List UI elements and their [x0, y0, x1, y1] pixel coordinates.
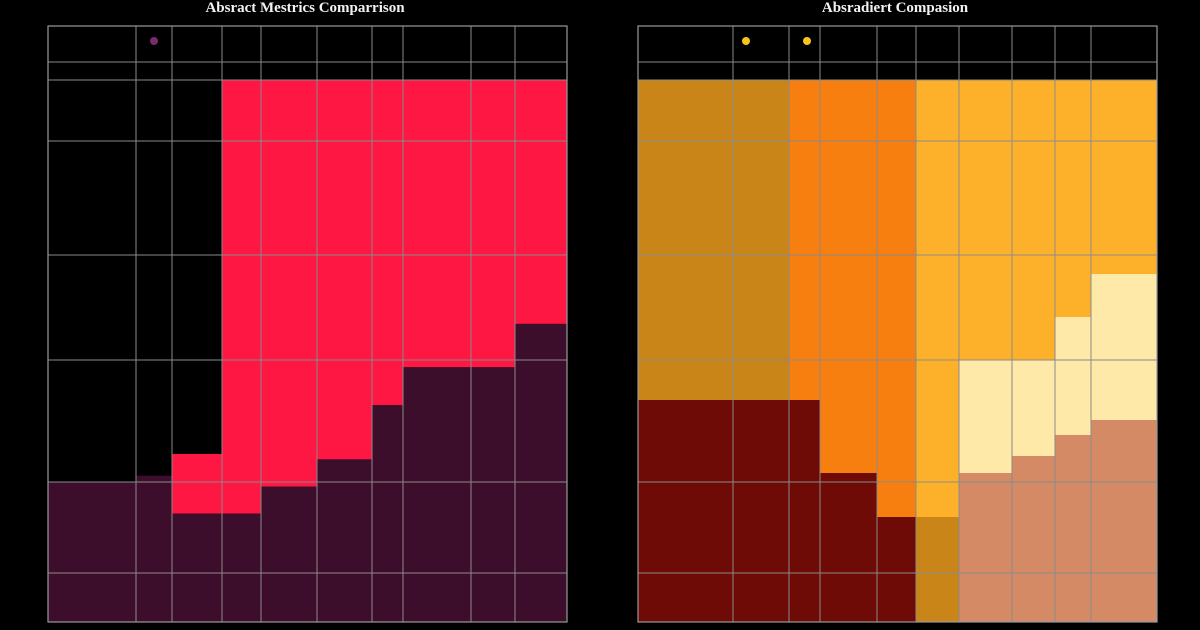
- left-cell-high: [136, 475, 172, 622]
- right-frame: [637, 25, 1158, 623]
- right-cell: [1055, 317, 1091, 435]
- left-cell-high: [403, 367, 471, 622]
- left-cell-high: [261, 486, 317, 622]
- left-chart-title: Absract Mestrics Comparrison: [205, 0, 405, 16]
- right-cell: [916, 517, 959, 622]
- right-cell: [1012, 456, 1055, 622]
- left-cell-high: [317, 459, 372, 622]
- right-cell: [1091, 80, 1157, 274]
- left-cell-mid: [172, 453, 222, 514]
- right-cell: [916, 398, 959, 517]
- left-cell-mid: [515, 80, 567, 324]
- right-cell: [789, 80, 820, 400]
- right-cell: [1091, 420, 1157, 622]
- left-cell-mid: [222, 80, 261, 514]
- right-cell: [1055, 80, 1091, 317]
- right-cell: [789, 400, 820, 622]
- left-cell-mid: [372, 80, 403, 406]
- right-cell: [959, 80, 1012, 360]
- left-cell-high: [372, 405, 403, 622]
- right-chart-title: Absradiert Compasion: [821, 0, 969, 16]
- left-frame: [47, 25, 568, 623]
- left-cell-high: [471, 367, 515, 622]
- right-cell: [959, 473, 1012, 622]
- right-cell: [733, 80, 789, 400]
- right-label-cell: [638, 400, 733, 622]
- left-cell-high: [515, 323, 567, 622]
- right-cell: [733, 400, 789, 622]
- right-legend-marker: [803, 37, 811, 45]
- right-cell: [1012, 360, 1055, 456]
- right-cell: [916, 80, 959, 398]
- right-legend-marker: [742, 37, 750, 45]
- left-cell-mid: [317, 80, 372, 460]
- right-cell: [820, 473, 877, 622]
- left-label-tint: [48, 482, 136, 622]
- right-cell: [877, 517, 916, 622]
- left-legend-marker: [150, 37, 158, 45]
- right-cell: [959, 360, 1012, 473]
- left-cell-high: [222, 513, 261, 622]
- right-cell: [1055, 435, 1091, 622]
- right-cell: [1012, 80, 1055, 360]
- left-cell-high: [172, 513, 222, 622]
- right-label-cell: [638, 80, 733, 400]
- right-cell: [1091, 274, 1157, 420]
- left-cell-mid: [403, 80, 471, 368]
- left-cell-mid: [261, 80, 317, 487]
- right-cell: [820, 80, 877, 473]
- left-cell-mid: [471, 80, 515, 368]
- right-cell: [877, 80, 916, 517]
